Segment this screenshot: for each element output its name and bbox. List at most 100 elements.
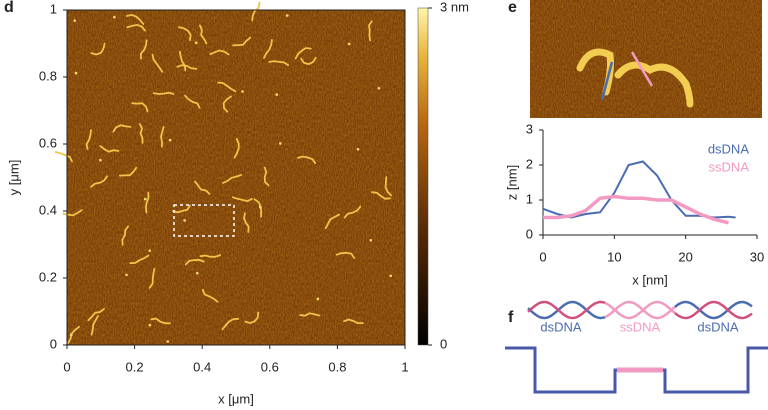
dna-strand [297,155,317,165]
panel-label: d [4,0,14,16]
x-tick-label: 0.2 [126,359,144,374]
dna-strand [151,53,164,73]
particle [377,86,381,90]
dna-strand [221,317,240,331]
particle [113,15,116,19]
particle [241,90,244,93]
particle [148,323,152,327]
series-line [543,194,729,225]
dna-helix [527,300,753,320]
dna-strand [300,56,317,66]
dna-strand [244,311,260,325]
dna-strands [54,1,393,344]
inset-noise [530,0,762,118]
helix-strand [674,300,753,320]
particle [143,197,147,201]
x-tick-label: 0.4 [193,359,211,374]
legend-entry: dsDNA [708,141,750,156]
panel-label: e [508,0,517,16]
dna-strand [232,36,252,47]
dna-strand [178,26,192,41]
x-tick-label: 0.6 [261,359,279,374]
dna-strand [126,23,146,32]
dna-strand [90,42,106,56]
dna-strand [232,196,253,203]
particle [183,219,186,222]
dna-strand [263,39,273,59]
particle [74,71,78,75]
x-axis-label: x [nm] [632,272,667,287]
dna-strand [199,24,208,45]
axes-frame [542,130,757,236]
y-tick-label: 0.6 [39,135,57,150]
diagram-label: ssDNA [620,319,661,334]
dna-strand [243,212,250,233]
y-tick-label: 0 [526,226,533,241]
particle [125,273,128,277]
frame [66,9,406,346]
particle [316,297,320,301]
dna-strand [148,268,156,289]
dna-strand [184,94,201,109]
legend-entry: ssDNA [709,159,750,174]
particle [166,340,170,343]
particle [69,333,73,337]
dna-strand [222,174,242,184]
y-tick-label: 0 [50,336,57,351]
dna-strand [201,288,219,303]
diagram-label: dsDNA [540,319,582,334]
dna-strand [222,95,232,113]
profile-line [600,61,614,101]
dna-strand [125,13,145,25]
series-line [542,160,736,219]
dna-strand [118,166,138,177]
dna-strand [90,175,108,188]
particle [99,158,102,162]
dna-molecule [576,48,694,108]
particle [369,238,373,242]
dna-strand [343,318,364,325]
selection-box [173,204,235,237]
dna-strand [294,47,312,60]
dna-strand [87,308,105,322]
y-tick-label: 1 [526,191,533,206]
dna-strand [129,254,150,265]
dna-strand [263,166,270,187]
dna-strand [54,151,73,163]
dna-strand [324,213,340,230]
x-tick-label: 20 [678,249,692,264]
y-axis-label: y [μm] [6,160,21,196]
diagram-label: dsDNA [697,319,739,334]
y-tick-label: 3 [526,121,533,136]
y-tick-label: 0.8 [39,68,57,83]
dna-strand [233,138,240,159]
x-axis-label: x [μm] [218,391,254,406]
dna-strand [268,60,289,66]
dna-strand [368,20,373,42]
particle [168,138,172,142]
y-tick-label: 0.2 [39,269,57,284]
particle [194,41,198,45]
dna-strand [85,129,92,150]
dna-strand [160,126,165,148]
particle [258,205,262,209]
helix-strand [604,300,676,320]
helix-strand [674,300,753,320]
helix-strand [604,300,676,320]
dna-strand [152,91,175,95]
y-tick-label: 0.4 [39,202,57,217]
x-tick-label: 30 [750,249,764,264]
x-tick-label: 0 [63,359,70,374]
dna-strand [112,124,132,133]
particle [389,274,393,278]
particle [148,249,151,252]
dna-strand [99,145,120,153]
helix-strand [527,300,606,320]
particle [285,14,289,17]
panel-label: f [508,309,514,326]
dna-strand [139,39,148,60]
particle [196,271,199,275]
dna-strand [176,64,198,70]
dna-strand [299,312,321,317]
